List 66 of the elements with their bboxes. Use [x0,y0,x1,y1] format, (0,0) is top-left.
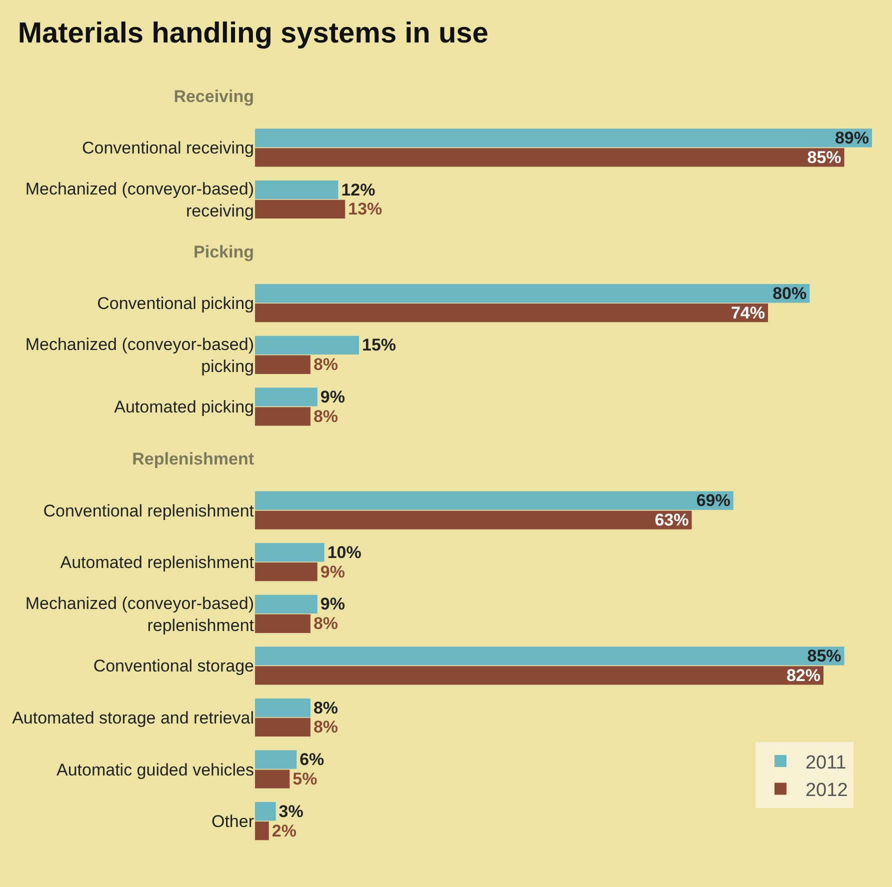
bar [255,770,290,788]
y-tick-label: Replenishment [132,449,254,468]
bar [255,491,734,510]
y-tick-label: Automated replenishment [60,553,254,572]
bar [255,718,310,737]
data-label: 3% [278,802,304,821]
y-tick-label: Automated storage and retrieval [12,708,254,728]
bar [255,646,844,666]
y-tick-label: Automatic guided vehicles [56,760,254,780]
data-label: 8% [313,355,338,374]
data-label: 63% [654,510,689,530]
y-tick-label: Mechanized (conveyor-based) replenishment [25,594,254,635]
data-label: 8% [313,614,338,634]
y-tick-label: Conventional receiving [82,138,254,158]
bar [255,200,346,219]
legend-label: 2011 [805,752,846,774]
bar [255,802,276,821]
bar [255,388,318,406]
data-label: 8% [313,698,338,718]
bar [255,698,310,718]
data-label: 15% [362,336,396,355]
bar [255,614,310,633]
data-label: 69% [696,491,730,510]
data-label: 89% [834,128,869,148]
data-label: 8% [313,718,338,737]
y-tick-label: Mechanized (conveyor-based) receiving [25,179,254,220]
y-tick-label: Other [211,812,254,832]
bar [255,180,338,200]
y-tick-label: Picking [194,242,254,262]
legend-label: 2012 [805,780,848,802]
bar [255,284,810,303]
data-label: 10% [327,542,362,562]
bar [255,355,310,374]
data-label: 9% [320,562,345,582]
bar [255,543,324,562]
data-label: 9% [320,387,345,406]
data-label: 6% [300,750,324,770]
bar [255,510,692,530]
data-label: 2% [272,821,296,840]
data-label: 8% [313,406,338,426]
bar [255,562,318,582]
y-tick-label: Conventional picking [97,294,254,314]
data-label: 85% [807,646,842,666]
chart-title: Materials handling systems in use [18,17,488,50]
data-label: 82% [786,666,820,685]
bar [255,148,844,167]
y-tick-label: Conventional storage [93,656,254,676]
bar [255,750,297,769]
data-label: 13% [348,200,382,219]
data-label: 80% [772,284,807,303]
bar [255,666,824,685]
bar [255,594,318,614]
bar [255,128,872,148]
y-tick-label: Automated picking [114,398,254,417]
y-tick-label: Receiving [174,86,254,106]
y-tick-label: Conventional replenishment [43,501,254,520]
y-tick-label: Mechanized (conveyor-based) picking [25,334,254,376]
bar [255,303,768,322]
bar [255,407,310,426]
data-label: 5% [292,770,318,789]
bar [255,821,269,840]
data-label: 9% [320,594,345,614]
data-label: 74% [730,303,766,322]
bar [255,336,359,355]
data-label: 85% [807,148,842,167]
data-label: 12% [341,180,376,200]
